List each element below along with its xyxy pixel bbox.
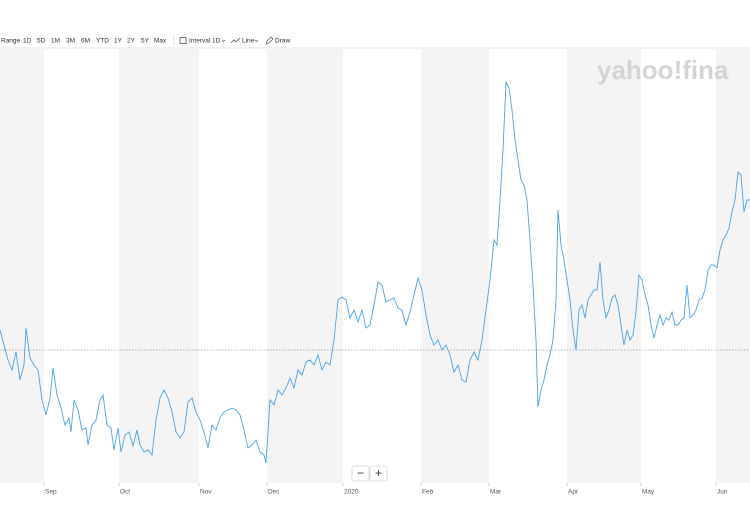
range-button[interactable]: Max: [154, 38, 167, 45]
zoom-out-button[interactable]: [351, 465, 370, 482]
range-button[interactable]: 5Y: [141, 38, 150, 45]
draw-button[interactable]: Draw: [275, 38, 290, 45]
plot: Sep Oct Nov Dec 2020 Feb Mar Apr May Jun: [0, 80, 750, 496]
line-icon: [230, 37, 241, 44]
range-button[interactable]: 5D: [37, 38, 46, 45]
x-tick-label: Sep: [45, 489, 57, 496]
stripe: [267, 48, 343, 483]
range-button[interactable]: 2Y: [127, 38, 136, 45]
toolbar: Range 1D 5D 1M 3M 6M YTD 1Y 2Y 5Y Max Interval 1D…: [1, 36, 290, 46]
x-tick-label: Jun: [717, 489, 728, 496]
chart-style[interactable]: Line: [242, 38, 255, 45]
x-tick-label: Feb: [422, 489, 434, 496]
x-tick-label: Dec: [268, 489, 280, 496]
calendar-icon: [179, 37, 187, 44]
x-tick-label: Mar: [490, 489, 502, 496]
stripe: [567, 48, 641, 483]
range-buttons: 1D 5D 1M 3M 6M YTD 1Y 2Y 5Y Max: [23, 38, 167, 45]
range-button[interactable]: 1M: [51, 38, 60, 45]
zoom-in-button[interactable]: [369, 465, 388, 482]
zoom-controls: − +: [351, 465, 388, 482]
stripe: [119, 48, 199, 483]
range-button[interactable]: 6M: [81, 38, 90, 45]
range-button[interactable]: 3M: [66, 38, 75, 45]
watermark: yahoo!fina: [597, 55, 729, 85]
chevron: [221, 39, 226, 42]
range-button[interactable]: 1Y: [114, 38, 123, 45]
zoom-out[interactable]: −: [357, 466, 364, 480]
x-tick-label: Apr: [568, 489, 579, 496]
zoom-in[interactable]: +: [375, 466, 382, 480]
range-button[interactable]: 1D: [23, 38, 32, 45]
x-tick-label: Oct: [120, 489, 130, 496]
chevron: [254, 39, 259, 42]
price-line: [0, 80, 750, 464]
range-button[interactable]: YTD: [96, 38, 109, 45]
interval-label[interactable]: Interval: [189, 38, 211, 45]
stripes: [0, 48, 750, 483]
pencil-icon: [265, 36, 274, 45]
x-tick-label: Nov: [200, 489, 212, 496]
range-label: Range: [1, 38, 21, 45]
stripe: [0, 48, 44, 483]
stripe: [421, 48, 489, 483]
interval-value[interactable]: 1D: [212, 38, 221, 45]
stripe: [716, 48, 750, 483]
x-tick-label: May: [642, 489, 655, 496]
x-tick-label: 2020: [344, 489, 359, 496]
